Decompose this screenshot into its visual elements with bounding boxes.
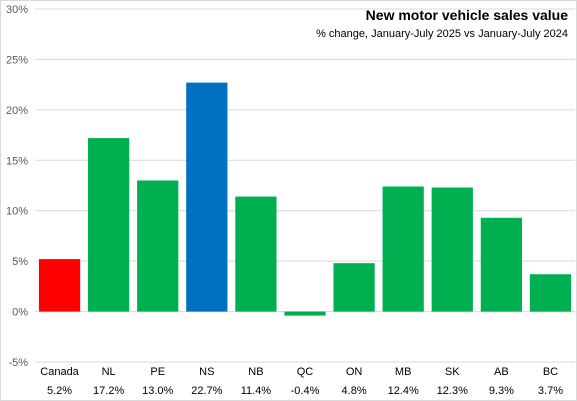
bar-ab <box>480 217 522 312</box>
category-label: Canada <box>40 366 79 378</box>
category-label: NB <box>248 366 263 378</box>
value-label: 9.3% <box>489 385 514 397</box>
chart-title: New motor vehicle sales value <box>365 7 568 23</box>
value-label: 13.0% <box>142 385 173 397</box>
bar-on <box>333 263 375 312</box>
value-label: 4.8% <box>342 385 367 397</box>
y-tick-label: 5% <box>12 256 28 268</box>
category-label: PE <box>150 366 165 378</box>
y-tick-label: 25% <box>6 54 28 66</box>
category-label: BC <box>543 366 558 378</box>
value-label: 22.7% <box>191 385 222 397</box>
chart-subtitle: % change, January-July 2025 vs January-J… <box>316 28 568 40</box>
bar-sk <box>431 187 473 312</box>
value-label: 12.4% <box>388 385 419 397</box>
category-label: AB <box>494 366 509 378</box>
bar-qc <box>284 311 326 316</box>
bar-nb <box>235 196 277 312</box>
value-labels: 5.2% 17.2% 13.0% 22.7% 11.4% -0.4% 4.8% 12.4% 12… <box>47 385 563 397</box>
category-label: QC <box>297 366 314 378</box>
category-label: SK <box>445 366 460 378</box>
category-label: NL <box>102 366 116 378</box>
y-axis-ticks: -5% 0% 5% 10% 15% 20% 25% 30% <box>6 4 28 369</box>
value-label: 17.2% <box>93 385 124 397</box>
bars <box>38 82 572 316</box>
value-label: 3.7% <box>538 385 563 397</box>
y-tick-label: 0% <box>12 307 28 319</box>
value-label: 12.3% <box>437 385 468 397</box>
category-label: ON <box>346 366 363 378</box>
bar-mb <box>382 186 424 312</box>
bar-bc <box>529 274 572 312</box>
category-label: MB <box>395 366 412 378</box>
category-label: NS <box>199 366 214 378</box>
bar-pe <box>137 180 179 312</box>
y-tick-label: 10% <box>6 206 28 218</box>
y-tick-label: 30% <box>6 4 28 16</box>
bar-ns <box>186 82 228 312</box>
value-label: 5.2% <box>47 385 72 397</box>
y-tick-label: -5% <box>8 357 28 369</box>
value-label: 11.4% <box>241 385 272 397</box>
bar-canada <box>38 259 81 312</box>
value-label: -0.4% <box>291 385 320 397</box>
bar-nl <box>88 138 130 312</box>
category-labels: Canada NL PE NS NB QC ON MB SK AB BC <box>40 366 558 378</box>
y-tick-label: 15% <box>6 155 28 167</box>
y-tick-label: 20% <box>6 105 28 117</box>
